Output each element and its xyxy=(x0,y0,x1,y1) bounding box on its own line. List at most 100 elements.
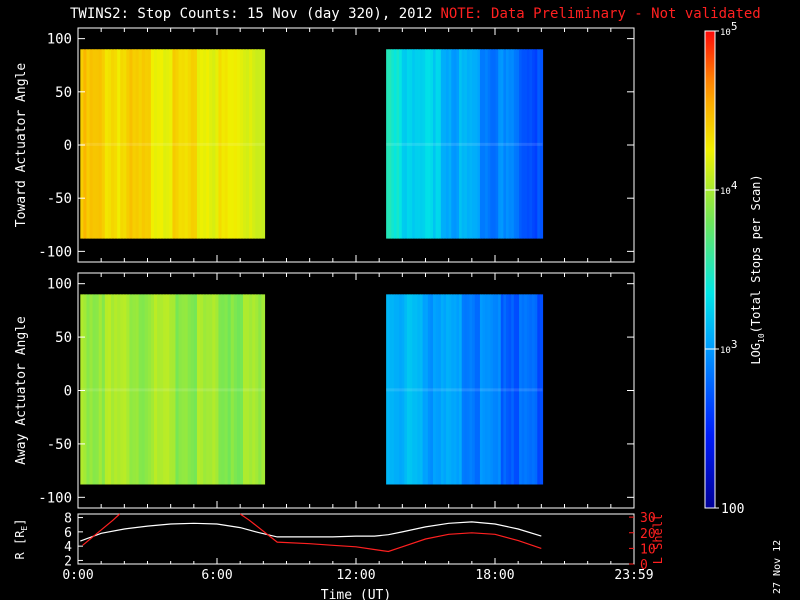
heatmap-cell xyxy=(172,294,177,485)
series-lshell-line-1 xyxy=(82,513,121,546)
left-tick-label: 4 xyxy=(64,540,72,555)
heatmap-cell xyxy=(396,294,400,485)
heatmap-cell xyxy=(443,49,447,239)
heatmap-cell xyxy=(479,49,484,239)
chart-title: TWINS2: Stop Counts: 15 Nov (day 320), 2… xyxy=(70,6,761,22)
heatmap-cell xyxy=(443,294,447,485)
heatmap-cell xyxy=(243,294,247,485)
heatmap-cell xyxy=(166,49,170,239)
heatmap-cell xyxy=(451,49,455,239)
heatmap-cell xyxy=(477,294,481,485)
zero-angle-band xyxy=(80,388,265,392)
heatmap-cell xyxy=(111,294,115,485)
heatmap-cell xyxy=(503,294,507,485)
heatmap-cell xyxy=(425,294,429,485)
heatmap-cell xyxy=(534,294,538,485)
y-tick-label: 100 xyxy=(47,32,72,48)
heatmap-cell xyxy=(498,49,502,239)
heatmap-cell xyxy=(86,294,91,485)
heatmap-cell xyxy=(160,294,164,485)
heatmap-cell xyxy=(218,294,223,485)
heatmap-cell xyxy=(135,294,140,485)
heatmap-cell xyxy=(89,294,94,485)
heatmap-cell xyxy=(417,49,421,239)
heatmap-cell xyxy=(506,294,510,485)
heatmap-cell xyxy=(430,294,434,485)
heatmap-cell xyxy=(466,294,471,485)
heatmap-cell xyxy=(438,294,442,485)
y-axis-label: Away Actuator Angle xyxy=(14,316,29,465)
x-tick-label: 12:00 xyxy=(336,568,375,583)
heatmap-cell xyxy=(412,49,416,239)
heatmap-cell xyxy=(132,49,137,239)
date-stamp: 27 Nov 12 xyxy=(772,539,783,594)
heatmap-cell xyxy=(393,49,398,239)
left-axis-label: R [RE] xyxy=(13,519,29,560)
heatmap-cell xyxy=(252,294,256,485)
heatmap-cell xyxy=(433,294,437,485)
heatmap-cell xyxy=(249,294,253,485)
heatmap-cell xyxy=(255,294,259,485)
heatmap-cell xyxy=(212,294,216,485)
heatmap-cell xyxy=(126,294,131,485)
x-tick-label: 23:59 xyxy=(614,568,653,583)
heatmap-cell xyxy=(227,49,232,239)
heatmap-cell xyxy=(114,294,118,485)
heatmap-cell xyxy=(464,294,468,485)
left-tick-label: 6 xyxy=(64,526,72,541)
heatmap-cell xyxy=(393,294,398,485)
heatmap-cell xyxy=(401,294,405,485)
colorbar-tick-label: 100 xyxy=(721,502,744,517)
heatmap-cell xyxy=(239,49,244,239)
heatmap-cell xyxy=(466,49,471,239)
y-tick-label: 0 xyxy=(64,384,72,400)
heatmap-cell xyxy=(209,294,213,485)
heatmap-cell xyxy=(427,294,432,485)
heatmap-cell xyxy=(163,49,167,239)
heatmap-cell xyxy=(132,294,137,485)
heatmap-segment-2 xyxy=(386,49,544,239)
heatmap-cell xyxy=(524,49,528,239)
y-tick-label: -50 xyxy=(47,437,72,453)
heatmap-cell xyxy=(456,294,460,485)
heatmap-cell xyxy=(412,294,416,485)
heatmap-cell xyxy=(532,294,536,485)
heatmap-cell xyxy=(129,294,134,485)
x-tick-label: 0:00 xyxy=(62,568,93,583)
heatmap-cell xyxy=(422,49,426,239)
heatmap-cell xyxy=(409,49,413,239)
heatmap-cell xyxy=(399,49,403,239)
heatmap-cell xyxy=(89,49,94,239)
heatmap-cell xyxy=(404,294,408,485)
heatmap-cell xyxy=(388,49,392,239)
line-panel-frame xyxy=(77,513,635,565)
heatmap-cell xyxy=(500,294,504,485)
heatmap-cell xyxy=(521,294,525,485)
heatmap-cell xyxy=(181,49,186,239)
right-axis-label: L Shell xyxy=(651,514,665,565)
heatmap-cell xyxy=(461,49,465,239)
heatmap-cell xyxy=(157,49,161,239)
heatmap-cell xyxy=(461,294,465,485)
heatmap-cell xyxy=(490,49,494,239)
heatmap-cell xyxy=(95,294,100,485)
heatmap-cell xyxy=(511,294,515,485)
heatmap-cell xyxy=(414,294,418,485)
heatmap-cell xyxy=(440,294,445,485)
heatmap-cell xyxy=(511,49,515,239)
heatmap-cell xyxy=(246,49,250,239)
y-axis-label: Toward Actuator Angle xyxy=(14,63,29,228)
heatmap-cell xyxy=(451,294,455,485)
heatmap-cell xyxy=(495,294,499,485)
heatmap-cell xyxy=(492,294,497,485)
heatmap-cell xyxy=(83,49,88,239)
heatmap-cell xyxy=(144,294,149,485)
heatmap-cell xyxy=(261,294,266,485)
heatmap-cell xyxy=(469,294,473,485)
heatmap-cell xyxy=(227,294,232,485)
heatmap-cell xyxy=(537,49,541,239)
heatmap-cell xyxy=(252,49,256,239)
heatmap-cell xyxy=(236,49,241,239)
heatmap-cell xyxy=(414,49,418,239)
heatmap-cell xyxy=(427,49,432,239)
